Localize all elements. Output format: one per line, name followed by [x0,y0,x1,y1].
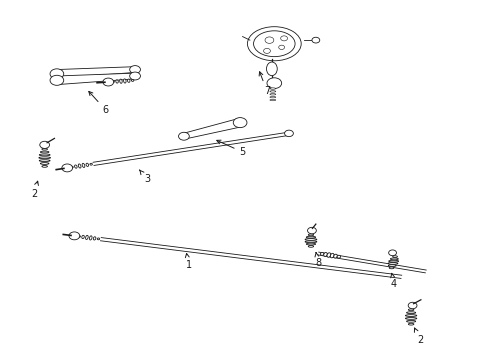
Ellipse shape [178,132,189,140]
Ellipse shape [327,253,331,257]
Ellipse shape [408,323,414,325]
Ellipse shape [267,62,277,76]
Ellipse shape [62,164,73,172]
Ellipse shape [127,79,130,82]
Text: 1: 1 [185,253,192,270]
Polygon shape [93,132,292,166]
Ellipse shape [270,94,276,95]
Polygon shape [56,73,135,85]
Ellipse shape [247,27,301,61]
Ellipse shape [90,163,92,165]
Ellipse shape [74,165,77,168]
Ellipse shape [90,236,92,240]
Ellipse shape [86,163,89,166]
Ellipse shape [389,267,394,269]
Ellipse shape [39,157,50,159]
Ellipse shape [233,118,247,128]
Ellipse shape [131,80,134,81]
Text: 5: 5 [217,140,245,157]
Ellipse shape [40,141,49,148]
Ellipse shape [86,235,88,239]
Ellipse shape [308,234,314,236]
Ellipse shape [405,315,417,316]
Polygon shape [183,118,242,139]
Ellipse shape [285,130,294,136]
Ellipse shape [42,166,48,167]
Ellipse shape [337,255,341,258]
Ellipse shape [116,80,118,83]
Ellipse shape [388,265,396,266]
Text: 7: 7 [259,72,270,96]
Ellipse shape [39,154,50,156]
Ellipse shape [97,238,99,240]
Ellipse shape [306,243,316,245]
Ellipse shape [389,250,396,256]
Ellipse shape [264,48,270,53]
Ellipse shape [308,227,317,234]
Ellipse shape [103,78,114,86]
Ellipse shape [39,160,50,162]
Ellipse shape [281,36,288,41]
Text: 8: 8 [315,252,321,268]
Polygon shape [100,238,402,278]
Ellipse shape [305,239,317,240]
Ellipse shape [408,309,414,311]
Text: 2: 2 [31,181,38,199]
Ellipse shape [320,252,324,255]
Ellipse shape [120,79,122,83]
Ellipse shape [265,37,274,43]
Ellipse shape [407,312,416,314]
Ellipse shape [324,253,327,256]
Ellipse shape [330,253,334,258]
Ellipse shape [253,31,295,57]
Ellipse shape [405,318,417,319]
Text: 6: 6 [89,91,109,115]
Ellipse shape [42,148,48,150]
Ellipse shape [267,78,282,89]
Ellipse shape [270,96,276,98]
Ellipse shape [407,320,416,322]
Ellipse shape [270,91,276,92]
Ellipse shape [82,235,84,239]
Ellipse shape [71,166,73,168]
Ellipse shape [112,81,114,82]
Text: 2: 2 [415,328,423,345]
Ellipse shape [334,254,337,258]
Text: 3: 3 [140,170,150,184]
Ellipse shape [78,164,81,168]
Ellipse shape [50,75,64,85]
Ellipse shape [305,241,317,243]
Ellipse shape [40,151,49,153]
Ellipse shape [389,260,399,262]
Ellipse shape [50,69,64,79]
Ellipse shape [391,258,398,260]
Ellipse shape [82,163,85,167]
Ellipse shape [78,235,80,237]
Ellipse shape [40,163,49,165]
Ellipse shape [388,262,398,264]
Ellipse shape [270,88,276,89]
Ellipse shape [93,237,96,240]
Ellipse shape [69,232,80,240]
Polygon shape [56,67,135,78]
Ellipse shape [392,256,397,257]
Ellipse shape [279,45,285,49]
Ellipse shape [408,302,417,309]
Ellipse shape [130,66,141,73]
Ellipse shape [130,72,141,80]
Ellipse shape [270,99,276,101]
Ellipse shape [306,236,316,238]
Ellipse shape [312,37,320,43]
Ellipse shape [308,246,314,247]
Ellipse shape [123,79,126,83]
Polygon shape [318,252,426,273]
Text: 4: 4 [391,273,397,289]
